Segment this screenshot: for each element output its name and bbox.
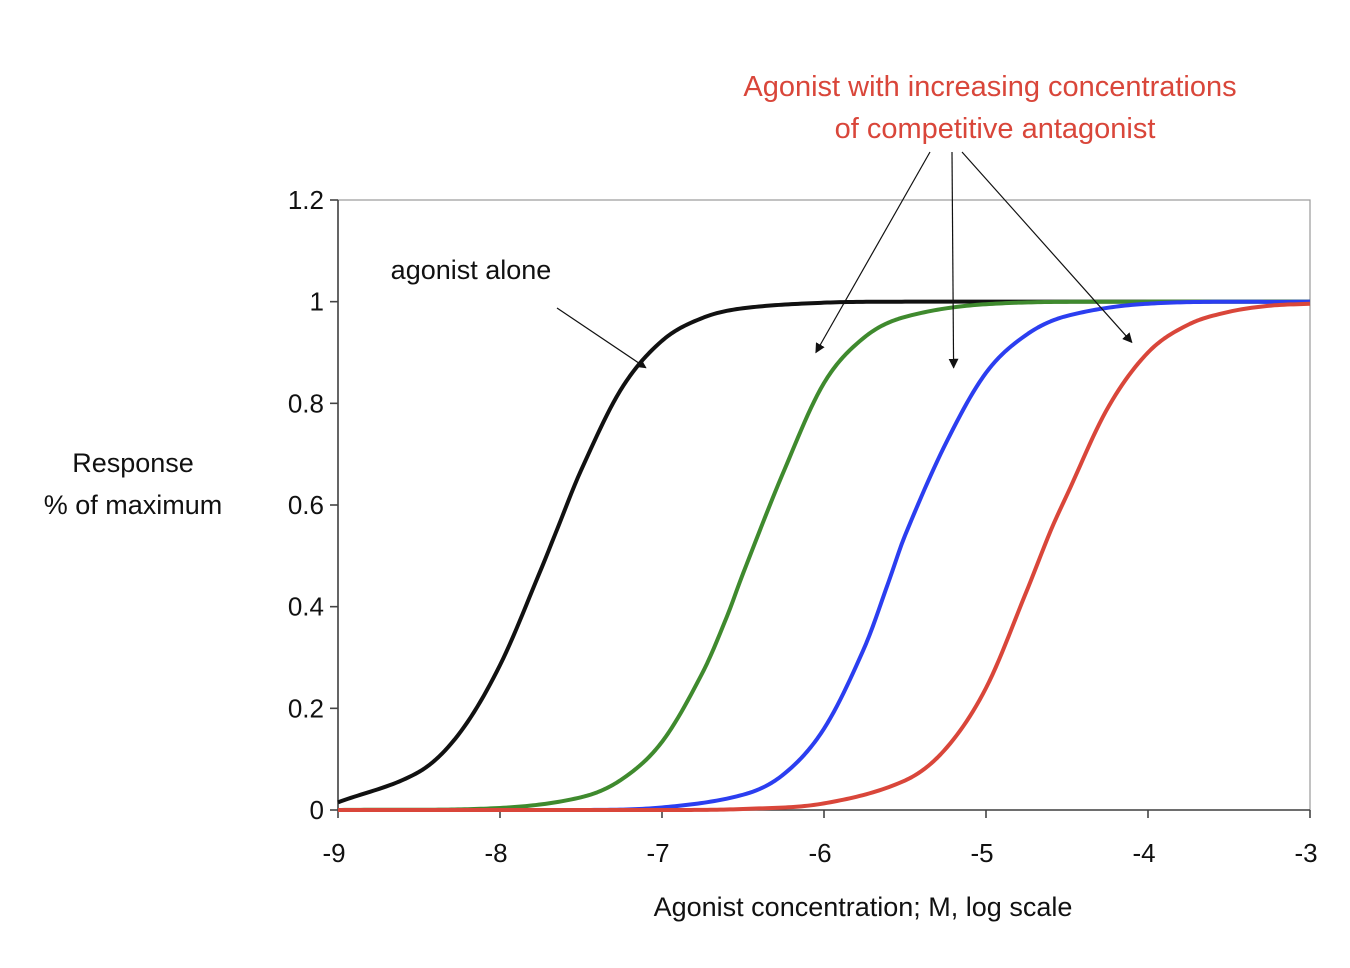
- x-tick-label: -9: [322, 838, 345, 868]
- x-tick-label: -5: [970, 838, 993, 868]
- axis-ticks: 0 0.2 0.4 0.6 0.8 1 1.2 -9 -8 -7 -6 -5 -4 -3: [288, 185, 1318, 868]
- annotation-layer: Agonist with increasing concentrations of…: [391, 71, 1237, 369]
- antagonist-annotation-line-1: Agonist with increasing concentrations: [743, 71, 1236, 103]
- y-tick-label: 0.6: [288, 490, 324, 520]
- x-axis-title: Agonist concentration; M, log scale: [654, 892, 1073, 922]
- antagonist-annotation-line-2: of competitive antagonist: [835, 113, 1156, 145]
- y-tick-label: 0: [310, 795, 324, 825]
- x-tick-label: -4: [1132, 838, 1155, 868]
- annotation-arrow: [815, 151, 931, 354]
- plot-area: [337, 199, 1311, 811]
- agonist-alone-annotation: agonist alone: [391, 255, 552, 285]
- annotation-arrow: [961, 151, 1133, 344]
- annotation-arrow: [948, 151, 959, 369]
- series-line-2: [337, 299, 1310, 812]
- annotation-arrow: [556, 307, 647, 369]
- y-tick-label: 0.2: [288, 693, 324, 723]
- y-tick-label: 1.2: [288, 185, 324, 215]
- y-axis-title-line-1: Response: [72, 448, 194, 478]
- y-tick-label: 1: [310, 287, 324, 317]
- series-layer: [337, 299, 1311, 812]
- x-tick-label: -7: [646, 838, 669, 868]
- x-tick-label: -8: [484, 838, 507, 868]
- series-line-4: [338, 301, 1311, 812]
- series-line-3: [338, 299, 1311, 812]
- x-tick-label: -3: [1294, 838, 1317, 868]
- plot-border: [337, 199, 1311, 811]
- y-tick-label: 0.4: [288, 592, 324, 622]
- x-tick-label: -6: [808, 838, 831, 868]
- axis-labels: Response % of maximum Agonist concentratio…: [44, 448, 1073, 922]
- y-tick-label: 0.8: [288, 388, 324, 418]
- y-axis-title-line-2: % of maximum: [44, 490, 223, 520]
